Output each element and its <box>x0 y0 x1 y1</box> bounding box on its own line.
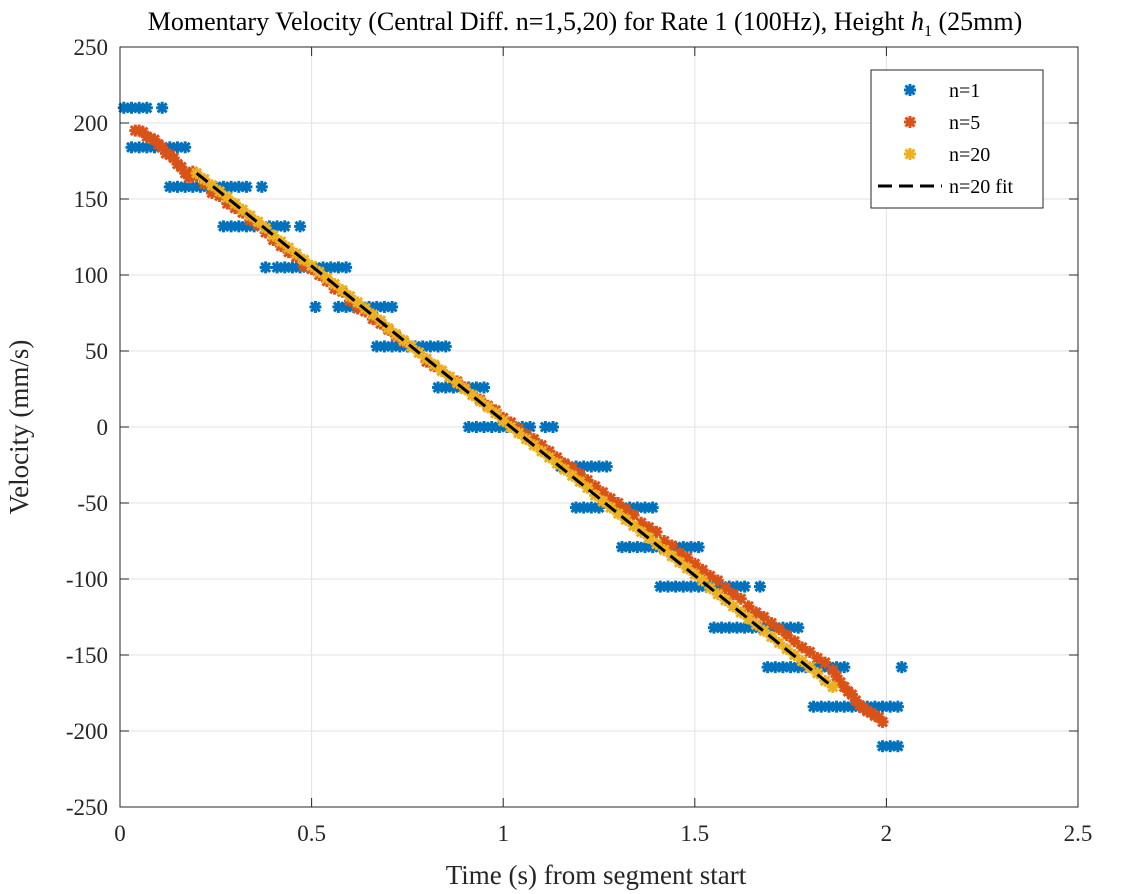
y-tick-label: 250 <box>74 35 109 60</box>
y-tick-label: 50 <box>85 339 108 364</box>
data-point-n1 <box>792 621 805 634</box>
data-point-n5 <box>780 629 793 642</box>
data-point-n5 <box>819 656 832 669</box>
y-tick-label: 200 <box>74 111 109 136</box>
legend-item: n=20 <box>904 144 990 166</box>
grid-lines <box>119 46 1079 808</box>
data-point-n1 <box>294 220 307 233</box>
y-tick-label: 150 <box>74 187 109 212</box>
data-point-n20 <box>696 574 709 587</box>
y-tick-label: -250 <box>66 795 108 820</box>
data-point-n1 <box>278 220 291 233</box>
legend-item: n=5 <box>904 112 980 134</box>
x-tick-label: 2.5 <box>1064 821 1093 846</box>
data-point-n1 <box>156 101 169 114</box>
data-point-n1 <box>738 580 751 593</box>
data-point-n5 <box>876 715 889 728</box>
y-tick-label: -200 <box>66 719 108 744</box>
y-tick-label: -150 <box>66 643 108 668</box>
legend-label: n=20 fit <box>949 176 1013 198</box>
y-tick-label: 0 <box>97 415 109 440</box>
series-layer <box>117 101 908 753</box>
data-point-n1 <box>309 300 322 313</box>
data-point-n1 <box>240 180 253 193</box>
fit-line <box>195 171 834 689</box>
x-tick-label: 0.5 <box>297 821 326 846</box>
data-point-n20 <box>826 680 839 693</box>
legend-marker <box>904 84 916 96</box>
legend-marker <box>904 116 916 128</box>
data-point-n1 <box>179 141 192 154</box>
legend-marker <box>904 148 916 160</box>
y-tick-label: -100 <box>66 567 108 592</box>
data-point-n1 <box>895 661 908 674</box>
data-point-n1 <box>600 460 613 473</box>
data-point-n1 <box>891 700 904 713</box>
legend-label: n=1 <box>949 80 980 102</box>
x-tick-label: 1.5 <box>680 821 709 846</box>
data-point-n1 <box>838 661 851 674</box>
y-tick-label: 100 <box>74 263 109 288</box>
data-point-n1 <box>478 381 491 394</box>
x-axis-ticks: 0 0.5 1 1.5 2 2.5 <box>114 47 1092 846</box>
data-point-n1 <box>753 580 766 593</box>
legend-item: n=20 fit <box>878 176 1013 198</box>
y-tick-label: -50 <box>77 491 108 516</box>
data-point-n1 <box>891 740 904 753</box>
data-point-n1 <box>524 421 537 433</box>
data-point-n5 <box>803 645 816 658</box>
x-tick-label: 0 <box>114 821 126 846</box>
y-axis-label: Velocity (mm/s) <box>4 340 34 515</box>
x-axis-label: Time (s) from segment start <box>446 860 747 890</box>
x-tick-label: 2 <box>881 821 893 846</box>
legend: n=1 n=5 n=20 n=20 fit <box>870 69 1044 209</box>
data-point-n20 <box>612 507 625 520</box>
data-point-n1 <box>140 101 153 114</box>
x-tick-label: 1 <box>497 821 509 846</box>
data-point-n1 <box>259 261 272 274</box>
chart-title: Momentary Velocity (Central Diff. n=1,5,… <box>148 7 1022 40</box>
data-point-n1 <box>439 340 452 353</box>
data-point-n5 <box>734 592 747 605</box>
data-point-n5 <box>665 539 678 552</box>
legend-item: n=1 <box>904 80 980 102</box>
data-point-n1 <box>340 261 353 274</box>
data-point-n1 <box>255 180 268 193</box>
data-point-n1 <box>646 501 659 514</box>
data-point-n1 <box>547 421 560 433</box>
legend-label: n=5 <box>949 112 980 134</box>
data-point-n5 <box>711 574 724 587</box>
y-axis-ticks: 250 200 150 100 50 0 -50 -100 -150 -200 -250 <box>66 35 1078 820</box>
data-point-n1 <box>692 541 705 554</box>
data-point-n5 <box>811 652 824 665</box>
data-point-n1 <box>386 300 399 313</box>
legend-label: n=20 <box>949 144 990 166</box>
data-point-n1 <box>884 700 897 713</box>
